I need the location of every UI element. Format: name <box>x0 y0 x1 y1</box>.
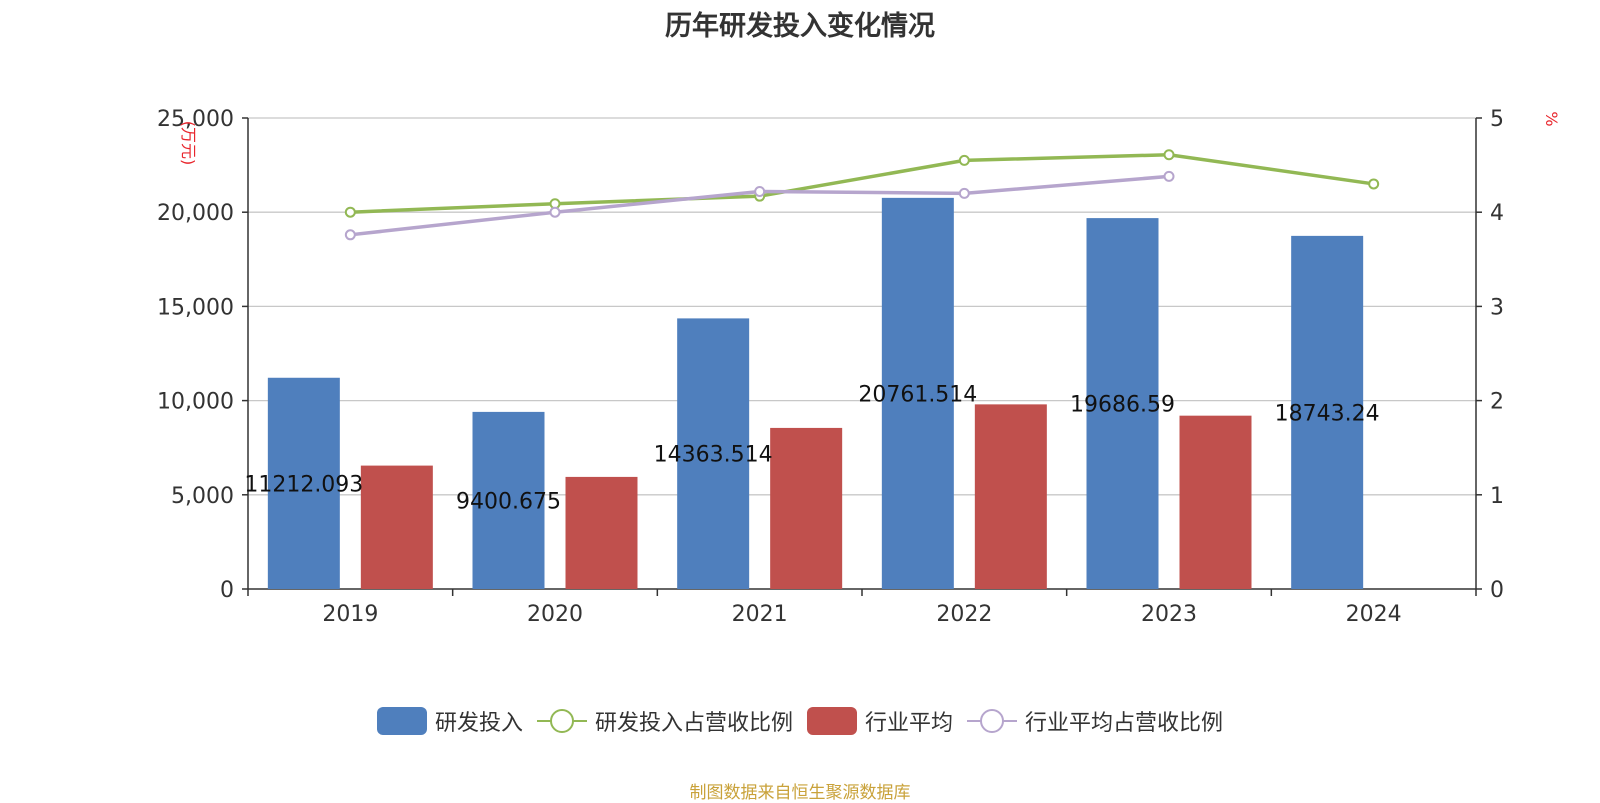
point-industry-ratio <box>549 206 561 218</box>
x-axis-tick-label: 2020 <box>527 602 583 627</box>
legend-swatch-industry-ratio <box>967 707 1018 735</box>
point-industry-ratio <box>958 187 970 199</box>
data-label-rd-investment: 20761.514 <box>858 382 977 407</box>
y-axis-right-tick-label: 0 <box>1490 578 1504 603</box>
line-rd-ratio <box>350 152 1374 214</box>
y-axis-left-tick-label: 10,000 <box>157 390 234 415</box>
point-rd-ratio <box>1163 149 1175 161</box>
data-label-rd-investment: 11212.093 <box>244 472 363 497</box>
bar-industry-average <box>974 404 1047 589</box>
bar-rd-investment <box>881 197 954 589</box>
legend-label-rd-ratio: 研发投入占营收比例 <box>594 711 793 736</box>
x-axis-tick-label: 2024 <box>1346 602 1402 627</box>
y-axis-left-tick-label: 0 <box>220 578 234 603</box>
y-axis-right-tick-label: 2 <box>1490 390 1504 415</box>
bar-industry-average <box>770 427 843 589</box>
source-note: 制图数据来自恒生聚源数据库 <box>689 783 911 803</box>
bar-industry-average <box>565 476 638 589</box>
legend-item-rd-investment[interactable]: 研发投入 <box>376 705 523 737</box>
bar-industry-average <box>1179 415 1252 589</box>
legend-label-rd-investment: 研发投入 <box>434 711 523 736</box>
legend-item-rd-ratio[interactable]: 研发投入占营收比例 <box>536 705 793 737</box>
bar-rd-investment <box>1291 235 1364 589</box>
legend-label-industry-ratio: 行业平均占营收比例 <box>1025 711 1224 736</box>
legend-item-industry-average[interactable]: 行业平均 <box>807 705 953 737</box>
y-axis-left-tick-label: 15,000 <box>157 295 234 320</box>
data-label-rd-investment: 18743.24 <box>1275 401 1380 426</box>
legend-swatch-rd-ratio <box>536 707 587 735</box>
point-rd-ratio <box>1368 178 1380 190</box>
bar-rd-investment <box>677 318 750 589</box>
x-axis-tick-label: 2022 <box>936 602 992 627</box>
bar-rd-investment <box>1086 218 1159 589</box>
bar-rd-investment <box>267 377 340 589</box>
data-label-rd-investment: 19686.59 <box>1070 393 1175 418</box>
y-axis-left-tick-label: 5,000 <box>171 484 234 509</box>
point-rd-ratio <box>344 206 356 218</box>
y-axis-right-label: % <box>1542 111 1561 126</box>
chart-title: 历年研发投入变化情况 <box>665 11 935 42</box>
point-rd-ratio <box>958 154 970 166</box>
x-axis-tick-label: 2021 <box>732 602 788 627</box>
y-axis-right-tick-label: 1 <box>1490 484 1504 509</box>
legend-label-industry-average: 行业平均 <box>865 711 954 736</box>
bar-industry-average <box>360 465 433 589</box>
bar-rd-investment <box>472 411 545 589</box>
y-axis-right-tick-label: 3 <box>1490 295 1504 320</box>
legend-swatch-industry-average <box>807 707 857 735</box>
data-label-rd-investment: 9400.675 <box>456 489 561 514</box>
point-industry-ratio <box>754 185 766 197</box>
legend: 研发投入 研发投入占营收比例 行业平均 行业平均占营收比例 <box>0 705 1600 737</box>
data-label-rd-investment: 14363.514 <box>654 443 773 468</box>
point-industry-ratio <box>1163 170 1175 182</box>
y-axis-right-tick-label: 5 <box>1490 107 1504 132</box>
legend-item-industry-ratio[interactable]: 行业平均占营收比例 <box>967 705 1223 737</box>
x-axis-tick-label: 2019 <box>322 602 378 627</box>
legend-swatch-rd-investment <box>376 707 427 735</box>
combo-chart: 0 5,000 10,000 15,000 20,000 25,000 0 1 2 3 4 5 (万元)… <box>157 107 1561 627</box>
point-industry-ratio <box>344 229 356 241</box>
y-axis-left-tick-label: 20,000 <box>157 201 234 226</box>
y-axis-left-tick-label: 25,000 <box>157 107 234 132</box>
y-axis-left-label: (万元) <box>179 121 198 166</box>
x-axis-tick-label: 2023 <box>1141 602 1197 627</box>
y-axis-right-tick-label: 4 <box>1490 201 1504 226</box>
